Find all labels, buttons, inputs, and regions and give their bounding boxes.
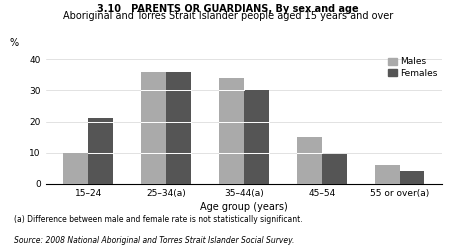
Text: Source: 2008 National Aboriginal and Torres Strait Islander Social Survey.: Source: 2008 National Aboriginal and Tor… [14, 236, 293, 245]
Bar [321, 154, 346, 184]
Text: (a) Difference between male and female rate is not statistically significant.: (a) Difference between male and female r… [14, 215, 302, 225]
Bar [166, 72, 191, 184]
Bar [141, 72, 166, 184]
Bar [88, 118, 113, 184]
Bar [63, 153, 88, 184]
Legend: Males, Females: Males, Females [387, 57, 437, 78]
Bar [243, 90, 268, 184]
Bar [218, 78, 243, 184]
Text: %: % [10, 38, 19, 48]
X-axis label: Age group (years): Age group (years) [200, 202, 287, 212]
Bar [399, 171, 424, 184]
Bar [296, 137, 321, 184]
Text: Aboriginal and Torres Strait Islander people aged 15 years and over: Aboriginal and Torres Strait Islander pe… [63, 11, 392, 21]
Bar [374, 165, 399, 184]
Text: 3.10   PARENTS OR GUARDIANS, By sex and age: 3.10 PARENTS OR GUARDIANS, By sex and ag… [97, 4, 358, 14]
